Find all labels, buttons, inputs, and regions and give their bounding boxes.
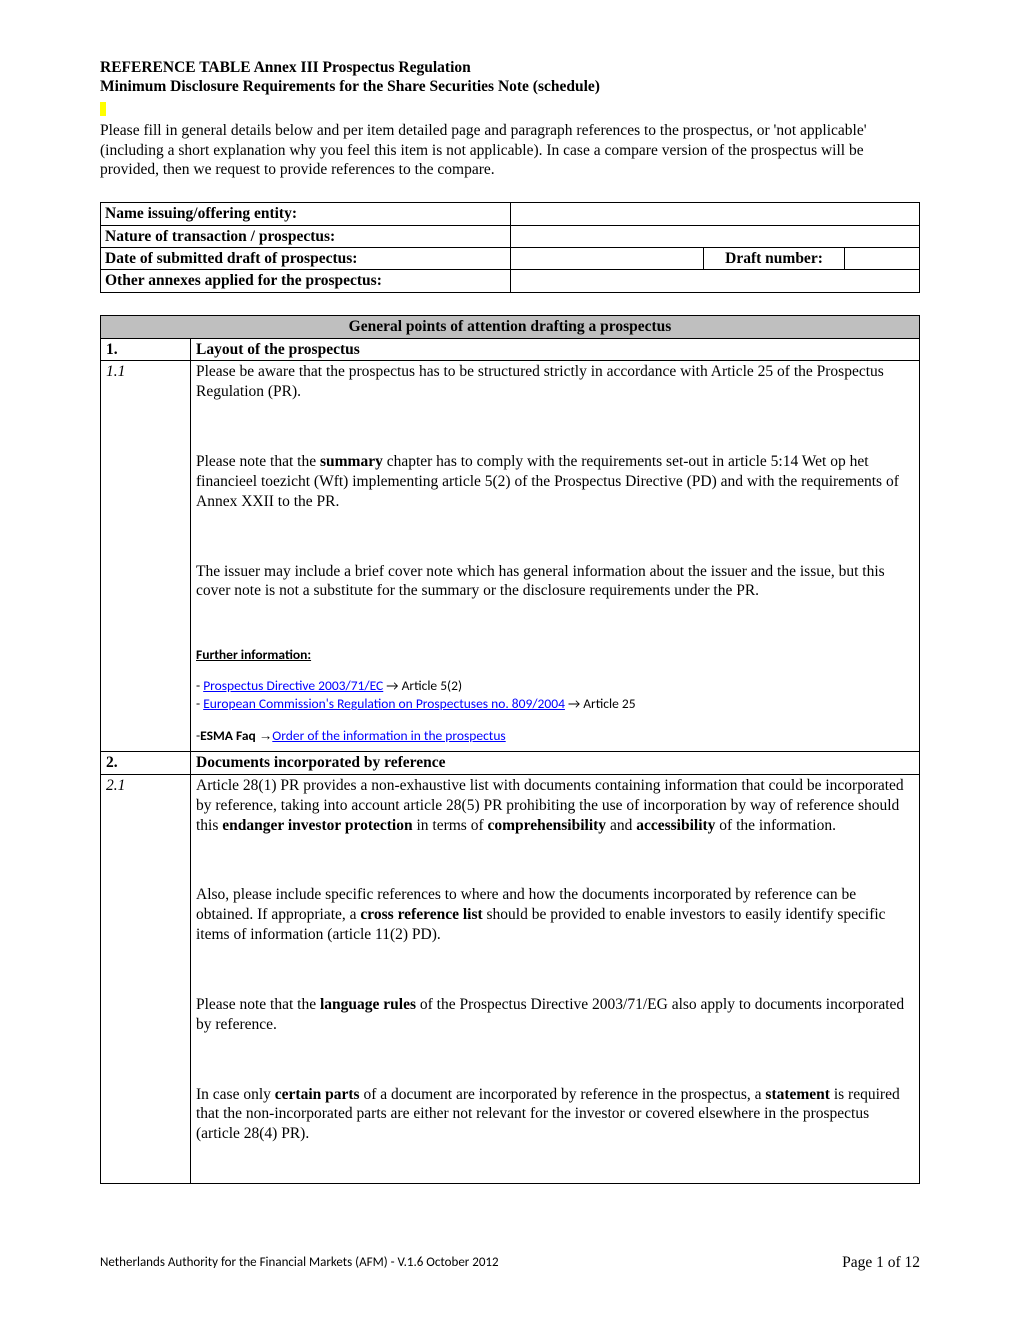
subsection-number-2-1: 2.1 xyxy=(101,774,191,1183)
subsection-body-2-1: Article 28(1) PR provides a non-exhausti… xyxy=(191,774,920,1183)
value-other-annexes[interactable] xyxy=(510,270,920,292)
value-date-submitted[interactable] xyxy=(510,247,704,269)
label-issuing-entity: Name issuing/offering entity: xyxy=(101,203,511,225)
table-row: Nature of transaction / prospectus: xyxy=(101,225,920,247)
subsection-number-1-1: 1.1 xyxy=(101,361,191,752)
link-esma-faq[interactable]: Order of the information in the prospect… xyxy=(272,727,505,744)
label-other-annexes: Other annexes applied for the prospectus… xyxy=(101,270,511,292)
paragraph: Article 28(1) PR provides a non-exhausti… xyxy=(196,776,914,835)
paragraph: The issuer may include a brief cover not… xyxy=(196,562,914,602)
page-footer: Page 1 of 12 Netherlands Authority for t… xyxy=(100,1254,920,1272)
link-prospectus-directive[interactable]: Prospectus Directive 2003/71/EC xyxy=(203,677,383,694)
document-title: REFERENCE TABLE Annex III Prospectus Reg… xyxy=(100,58,920,97)
table-row: Name issuing/offering entity: xyxy=(101,203,920,225)
section-row: 2. Documents incorporated by reference xyxy=(101,752,920,775)
content-header-row: General points of attention drafting a p… xyxy=(101,315,920,338)
further-info-item: -ESMA Faq →Order of the information in t… xyxy=(196,727,914,745)
label-draft-number: Draft number: xyxy=(704,247,844,269)
further-info-heading: Further information: xyxy=(196,646,914,663)
value-issuing-entity[interactable] xyxy=(510,203,920,225)
general-details-table: Name issuing/offering entity: Nature of … xyxy=(100,202,920,293)
further-info-item: - Prospectus Directive 2003/71/EC → Arti… xyxy=(196,677,914,695)
page-container: REFERENCE TABLE Annex III Prospectus Reg… xyxy=(0,0,1020,1320)
further-info-item: - European Commission's Regulation on Pr… xyxy=(196,695,914,713)
link-ec-regulation[interactable]: European Commission's Regulation on Pros… xyxy=(203,695,565,712)
paragraph: Please note that the language rules of t… xyxy=(196,995,914,1035)
table-row: Date of submitted draft of prospectus: D… xyxy=(101,247,920,269)
title-line-2: Minimum Disclosure Requirements for the … xyxy=(100,78,600,95)
value-draft-number[interactable] xyxy=(844,247,919,269)
paragraph: Please be aware that the prospectus has … xyxy=(196,362,914,402)
intro-paragraph: Please fill in general details below and… xyxy=(100,121,920,180)
paragraph: Also, please include specific references… xyxy=(196,885,914,944)
content-header: General points of attention drafting a p… xyxy=(101,315,920,338)
subsection-row: 1.1 Please be aware that the prospectus … xyxy=(101,361,920,752)
highlight-mark xyxy=(100,102,106,116)
content-table: General points of attention drafting a p… xyxy=(100,315,920,1184)
footer-org: Netherlands Authority for the Financial … xyxy=(100,1255,499,1270)
value-nature-transaction[interactable] xyxy=(510,225,920,247)
table-row: Other annexes applied for the prospectus… xyxy=(101,270,920,292)
section-row: 1. Layout of the prospectus xyxy=(101,338,920,361)
section-title-2: Documents incorporated by reference xyxy=(191,752,920,775)
subsection-row: 2.1 Article 28(1) PR provides a non-exha… xyxy=(101,774,920,1183)
label-date-submitted: Date of submitted draft of prospectus: xyxy=(101,247,511,269)
paragraph: In case only certain parts of a document… xyxy=(196,1085,914,1144)
page-number: Page 1 of 12 xyxy=(842,1254,920,1272)
section-number-1: 1. xyxy=(101,338,191,361)
title-line-1: REFERENCE TABLE Annex III Prospectus Reg… xyxy=(100,59,471,76)
label-nature-transaction: Nature of transaction / prospectus: xyxy=(101,225,511,247)
section-title-1: Layout of the prospectus xyxy=(191,338,920,361)
section-number-2: 2. xyxy=(101,752,191,775)
paragraph: Please note that the summary chapter has… xyxy=(196,452,914,511)
subsection-body-1-1: Please be aware that the prospectus has … xyxy=(191,361,920,752)
